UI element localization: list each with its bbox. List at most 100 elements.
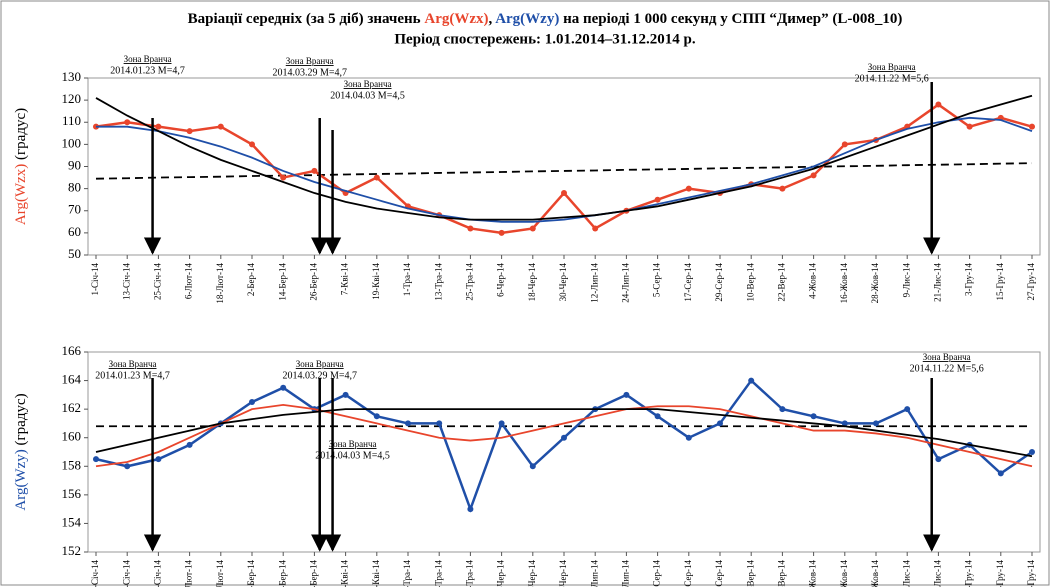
y-label-part: Arg(Wzy) — [13, 449, 29, 510]
data-point — [904, 406, 911, 413]
x-tick-label: 7-Кві-14 — [340, 560, 350, 587]
data-point — [841, 420, 848, 427]
annotation-title: Зона Вранча — [296, 359, 344, 369]
chart-title: Варіації середніх (за 5 діб) значень Arg… — [188, 11, 903, 27]
data-point — [373, 174, 380, 181]
y-tick-label: 156 — [62, 486, 82, 501]
x-tick-label: 25-Тра-14 — [464, 263, 474, 301]
annotation-title: Зона Вранча — [868, 62, 916, 72]
y-tick-label: 162 — [62, 400, 82, 415]
x-tick-label: 26-Бер-14 — [308, 263, 318, 301]
x-tick-label: 29-Сер-14 — [714, 560, 724, 587]
data-point — [779, 406, 786, 413]
data-point — [186, 441, 193, 448]
x-tick-label: 6-Лют-14 — [184, 560, 194, 587]
y-axis-label: Arg(Wzx) (градус) — [13, 108, 29, 225]
annotation-text: 2014.03.29 M=4,7 — [272, 67, 347, 78]
data-point — [498, 229, 505, 236]
x-tick-label: 18-Лют-14 — [215, 560, 225, 587]
title-part: Arg(Wzy) — [495, 11, 559, 27]
annotation-text: 2014.04.03 M=4,5 — [330, 90, 405, 101]
data-point — [561, 190, 567, 197]
chart-subtitle: Період спостережень: 1.01.2014–31.12.201… — [394, 31, 695, 47]
x-tick-label: 14-Бер-14 — [277, 263, 287, 301]
data-point — [654, 196, 661, 203]
x-tick-label: 6-Чер-14 — [496, 263, 506, 297]
x-tick-label: 27-Гру-14 — [1026, 560, 1036, 587]
x-tick-label: 5-Сер-14 — [652, 560, 662, 587]
x-tick-label: 15-Гру-14 — [995, 560, 1005, 587]
data-point — [280, 174, 287, 181]
annotation-text: 2014.03.29 M=4,7 — [282, 370, 357, 381]
x-tick-label: 18-Чер-14 — [527, 263, 537, 302]
title-part: Варіації середніх (за 5 діб) значень — [188, 11, 425, 27]
x-tick-label: 24-Лип-14 — [620, 560, 630, 587]
x-tick-label: 12-Лип-14 — [589, 560, 599, 587]
x-tick-label: 26-Бер-14 — [308, 560, 318, 587]
y-axis-label: Arg(Wzy) (градус) — [13, 393, 29, 510]
series-line — [95, 408, 1033, 458]
y-tick-label: 60 — [68, 224, 81, 239]
x-tick-label: 15-Гру-14 — [995, 263, 1005, 301]
y-tick-label: 100 — [62, 135, 82, 150]
data-point — [93, 456, 99, 463]
x-tick-label: 6-Лют-14 — [184, 263, 194, 300]
y-label-part: (градус) — [13, 393, 29, 449]
annotation-text: 2014.01.23 M=4,7 — [110, 65, 185, 76]
data-point — [405, 420, 411, 427]
title-part: Arg(Wzx) — [424, 11, 488, 27]
series-line — [95, 403, 1033, 468]
data-point — [810, 413, 817, 420]
x-tick-label: 4-Жов-14 — [808, 263, 818, 299]
y-tick-label: 90 — [68, 157, 81, 172]
data-point — [966, 123, 973, 130]
x-tick-label: 18-Лют-14 — [215, 263, 225, 304]
x-tick-label: 13-Січ-14 — [121, 560, 131, 587]
x-tick-label: 16-Жов-14 — [839, 263, 849, 304]
x-tick-label: 30-Чер-14 — [558, 560, 568, 587]
x-tick-label: 6-Чер-14 — [496, 560, 506, 587]
series-line — [95, 162, 1033, 180]
x-tick-label: 28-Жов-14 — [870, 263, 880, 304]
data-point — [779, 185, 786, 192]
series-line — [96, 116, 1033, 223]
data-point — [249, 399, 255, 405]
x-tick-label: 9-Лис-14 — [901, 263, 911, 298]
data-point — [155, 123, 162, 130]
data-point — [124, 463, 131, 470]
y-tick-label: 152 — [62, 543, 82, 558]
x-tick-label: 28-Жов-14 — [870, 560, 880, 587]
data-point — [467, 225, 474, 232]
x-tick-label: 1-Тра-14 — [402, 263, 412, 297]
x-tick-label: 1-Тра-14 — [402, 560, 412, 587]
x-tick-label: 19-Кві-14 — [371, 560, 381, 587]
x-tick-label: 13-Тра-14 — [433, 560, 443, 587]
x-tick-label: 18-Чер-14 — [527, 560, 537, 587]
y-tick-label: 154 — [62, 514, 82, 529]
x-tick-label: 29-Сер-14 — [714, 263, 724, 302]
annotation-text: 2014.11.22 M=5,6 — [910, 363, 984, 374]
annotation-title: Зона Вранча — [109, 359, 157, 369]
data-point — [561, 434, 567, 441]
annotation-title: Зона Вранча — [124, 54, 172, 64]
data-point — [841, 141, 848, 148]
x-tick-label: 24-Лип-14 — [620, 263, 630, 303]
data-point — [873, 420, 879, 427]
data-point — [280, 384, 287, 391]
data-point — [217, 123, 224, 130]
y-tick-label: 50 — [68, 246, 81, 261]
x-tick-label: 17-Сер-14 — [683, 560, 693, 587]
y-tick-label: 166 — [62, 343, 82, 358]
title-part: на періоді 1 000 секунд у СПП “Димер” (L… — [559, 11, 902, 27]
data-point — [654, 413, 661, 420]
x-tick-label: 3-Гру-14 — [964, 560, 974, 587]
data-point — [498, 420, 505, 427]
x-tick-label: 17-Сер-14 — [683, 263, 693, 302]
data-point — [935, 101, 942, 108]
y-tick-label: 80 — [68, 180, 81, 195]
data-point — [186, 128, 193, 135]
data-point — [1029, 449, 1035, 455]
annotation-title: Зона Вранча — [344, 79, 392, 89]
annotation-text: 2014.11.22 M=5,6 — [855, 73, 929, 84]
